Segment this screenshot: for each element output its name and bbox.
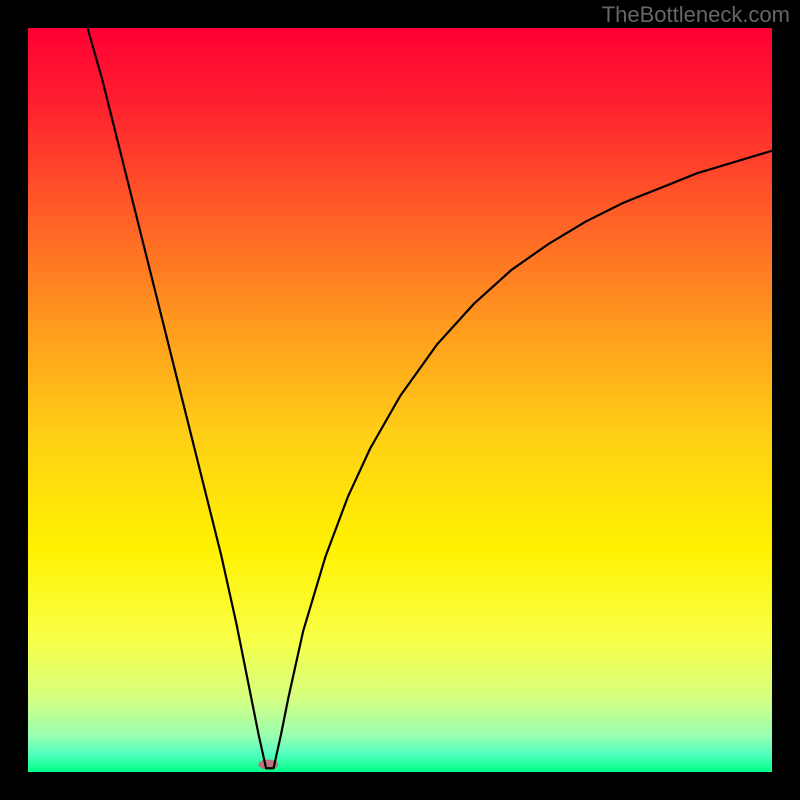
chart-plot-area (28, 28, 772, 772)
chart-svg (0, 0, 800, 800)
watermark-text: TheBottleneck.com (602, 2, 790, 28)
chart-container: TheBottleneck.com (0, 0, 800, 800)
